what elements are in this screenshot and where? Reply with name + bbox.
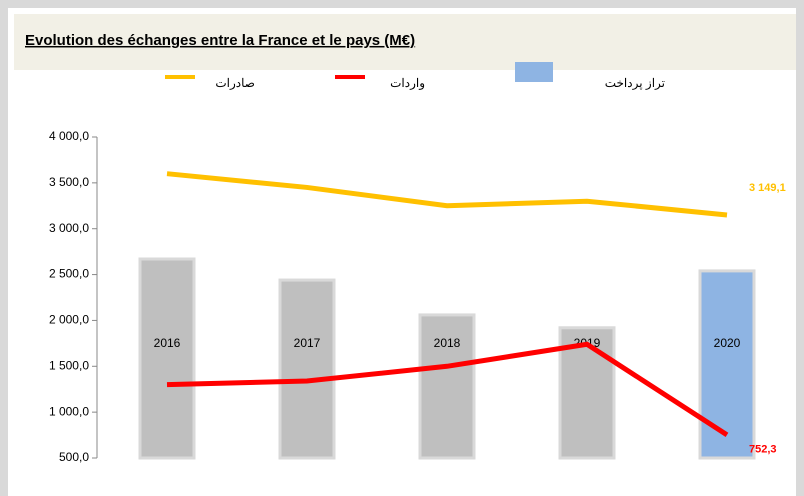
- header-band: [14, 14, 796, 70]
- x-tick-label: 2018: [434, 336, 461, 350]
- legend-label: تراز پرداخت: [605, 76, 665, 90]
- bar: [138, 257, 196, 460]
- bar: [698, 269, 756, 460]
- y-tick-label: 500,0: [59, 450, 89, 464]
- line: [166, 341, 729, 437]
- legend-label: واردات: [390, 76, 425, 90]
- line: [166, 171, 728, 218]
- bar: [278, 278, 336, 460]
- data-label: 752,3: [749, 444, 777, 456]
- y-tick-label: 2 500,0: [49, 267, 89, 281]
- x-tick-label: 2020: [714, 336, 741, 350]
- y-tick-label: 3 500,0: [49, 175, 89, 189]
- y-tick-label: 2 000,0: [49, 313, 89, 327]
- y-tick-label: 3 000,0: [49, 221, 89, 235]
- chart-title: Evolution des échanges entre la France e…: [25, 32, 415, 49]
- data-label: 3 149,1: [749, 182, 786, 194]
- y-tick-label: 1 000,0: [49, 404, 89, 418]
- x-tick-label: 2016: [154, 336, 181, 350]
- x-tick-label: 2017: [294, 336, 321, 350]
- legend-label: صادرات: [215, 76, 255, 90]
- legend-swatch: [515, 62, 553, 82]
- y-tick-label: 4 000,0: [49, 129, 89, 143]
- y-tick-label: 1 500,0: [49, 358, 89, 372]
- bar: [418, 313, 476, 460]
